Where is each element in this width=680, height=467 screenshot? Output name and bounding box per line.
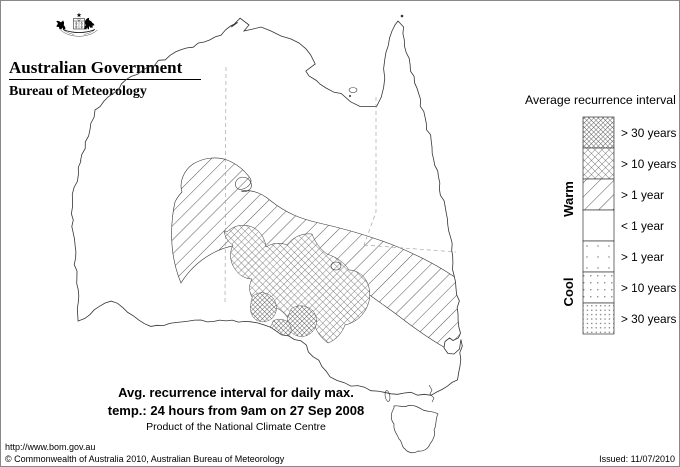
svg-text:> 10 years: > 10 years: [621, 281, 677, 295]
svg-text:Average recurrence interval: Average recurrence interval: [525, 93, 676, 107]
svg-text:> 1 year: > 1 year: [621, 250, 664, 264]
svg-text:> 1 year: > 1 year: [621, 188, 664, 202]
svg-text:< 1 year: < 1 year: [621, 219, 664, 233]
svg-text:Cool: Cool: [561, 278, 576, 307]
svg-text:Warm: Warm: [561, 181, 576, 217]
svg-text:> 10 years: > 10 years: [621, 157, 677, 171]
svg-text:> 30 years: > 30 years: [621, 126, 677, 140]
svg-text:> 30 years: > 30 years: [621, 312, 677, 326]
